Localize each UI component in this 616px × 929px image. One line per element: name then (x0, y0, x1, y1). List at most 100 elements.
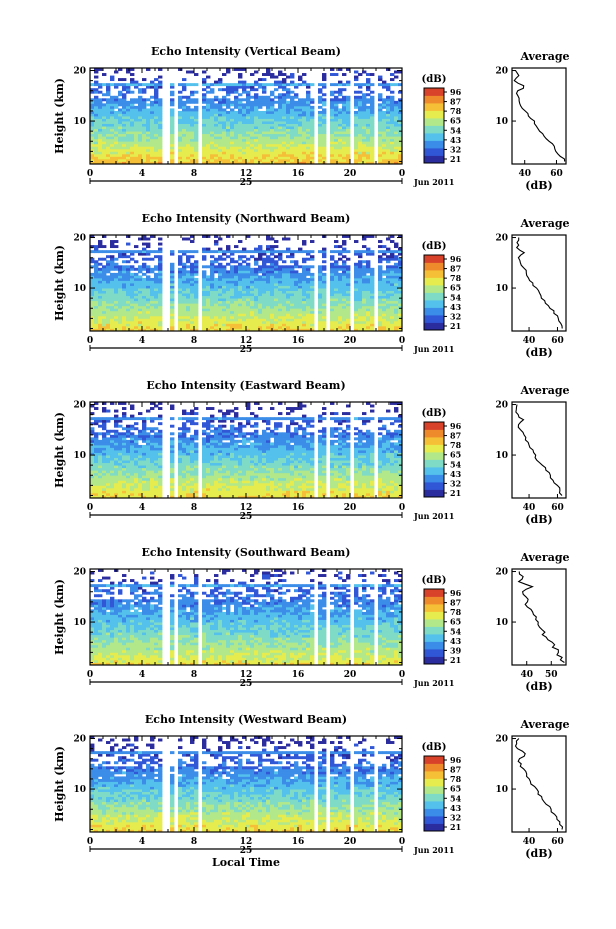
colorbar-frame (423, 421, 445, 498)
colorbar-segment (424, 622, 444, 625)
colorbar-segment (424, 783, 444, 786)
colorbar-segment (424, 469, 444, 472)
colorbar-segment (424, 267, 444, 270)
average-x-tick-label: 40 (520, 670, 533, 680)
colorbar-tick-label: 32 (450, 311, 461, 321)
colorbar-segment (424, 778, 444, 781)
average-frame (511, 735, 567, 833)
colorbar-segment (424, 452, 444, 454)
colorbar-segment (424, 257, 444, 260)
average-title: Average (519, 217, 569, 230)
average-title: Average (519, 551, 569, 564)
colorbar-segment (424, 816, 444, 818)
x-tick-label: 4 (139, 336, 145, 346)
colorbar-segment (424, 262, 444, 265)
colorbar-segment (424, 439, 444, 442)
colorbar-segment (424, 450, 444, 453)
colorbar-segment (424, 594, 444, 596)
colorbar-segment (424, 323, 444, 326)
colorbar-segment (424, 779, 444, 782)
colorbar-segment (424, 261, 444, 263)
colorbar-segment (424, 647, 444, 650)
colorbar-segment (424, 792, 444, 794)
average-frame (511, 67, 567, 165)
day-label: 25 (240, 679, 253, 689)
colorbar-segment (424, 787, 444, 789)
colorbar-segment (424, 467, 444, 469)
colorbar-segment (424, 130, 444, 133)
colorbar-segment (424, 637, 444, 640)
colorbar-segment (424, 798, 444, 801)
colorbar-segment (424, 154, 444, 156)
colorbar-segment (424, 255, 444, 257)
colorbar-segment (424, 300, 444, 302)
colorbar-segment (424, 772, 444, 774)
colorbar-segment (424, 433, 444, 435)
colorbar-segment (424, 104, 444, 106)
colorbar-segment (424, 443, 444, 445)
colorbar-segment (424, 143, 444, 145)
colorbar-segment (424, 326, 444, 328)
colorbar-tick-label: 54 (450, 292, 462, 302)
y-axis-label: Height (km) (53, 746, 66, 822)
average-x-label: (dB) (525, 513, 552, 526)
colorbar-segment (424, 803, 444, 806)
x-tick-label: 4 (139, 169, 145, 179)
average-title: Average (519, 50, 569, 63)
colorbar-segment (424, 592, 444, 595)
colorbar-segment (424, 621, 444, 624)
colorbar-segment (424, 290, 444, 292)
average-x-tick-label: 40 (518, 169, 531, 179)
panel-0: Echo Intensity (Vertical Beam) 0 4 8 12 16 20 0… (53, 45, 570, 192)
colorbar-segment (424, 655, 444, 657)
colorbar-segment (424, 428, 444, 430)
colorbar-segment (424, 313, 444, 316)
colorbar-segment (424, 327, 444, 330)
colorbar-segment (424, 278, 444, 281)
x-tick-label: 16 (292, 169, 305, 179)
colorbar-segment (424, 297, 444, 300)
panel-title: Echo Intensity (Westward Beam) (145, 713, 347, 726)
colorbar-segment (424, 490, 444, 493)
colorbar-segment (424, 757, 444, 759)
colorbar-segment (424, 654, 444, 656)
colorbar-segment (424, 159, 444, 161)
colorbar-segment (424, 306, 444, 308)
colorbar-segment (424, 424, 444, 427)
average-y-tick-label: 10 (495, 451, 508, 461)
colorbar-segment (424, 612, 444, 615)
colorbar-segment (424, 311, 444, 313)
x-tick-label: 0 (87, 837, 93, 847)
average-y-tick-label: 20 (495, 735, 508, 745)
colorbar-segment (424, 126, 444, 129)
colorbar-segment (424, 103, 444, 105)
colorbar-segment (424, 283, 444, 286)
colorbar-segment (424, 756, 444, 758)
colorbar-segment (424, 600, 444, 602)
colorbar-segment (424, 605, 444, 607)
average-frame (511, 401, 567, 499)
colorbar-segment (424, 589, 444, 591)
colorbar-segment (424, 449, 444, 452)
colorbar-segment (424, 119, 444, 121)
x-axis-label: Local Time (212, 856, 280, 869)
colorbar-segment (424, 824, 444, 827)
colorbar-segment (424, 256, 444, 258)
colorbar-segment (424, 108, 444, 110)
panel-2: Echo Intensity (Eastward Beam) 0 4 8 12 16 20 0… (53, 379, 570, 526)
colorbar-tick-label: 32 (450, 144, 461, 154)
average-x-tick-label: 40 (523, 837, 536, 847)
colorbar-segment (424, 135, 444, 138)
colorbar-segment (424, 619, 444, 621)
colorbar-segment (424, 610, 444, 612)
colorbar-segment (424, 140, 444, 143)
panel-title: Echo Intensity (Eastward Beam) (146, 379, 345, 392)
colorbar-label: (dB) (422, 241, 447, 252)
colorbar-segment (424, 94, 444, 96)
average-x-tick-label: 60 (551, 336, 564, 346)
average-y-tick-label: 20 (495, 568, 508, 578)
colorbar-segment (424, 644, 444, 646)
colorbar-segment (424, 321, 444, 323)
colorbar-segment (424, 630, 444, 632)
colorbar-segment (424, 804, 444, 807)
